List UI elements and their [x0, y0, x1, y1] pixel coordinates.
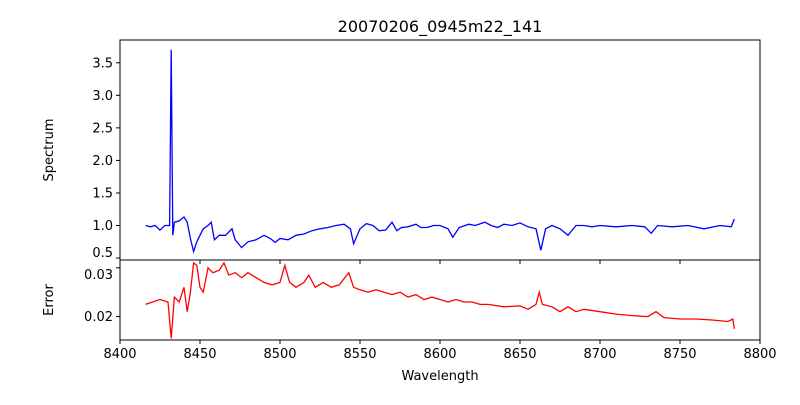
xtick-label: 8600	[423, 347, 456, 362]
top-ytick-label: 2.5	[92, 121, 113, 136]
xtick-label: 8500	[263, 347, 296, 362]
xtick-label: 8650	[503, 347, 536, 362]
xtick-label: 8750	[663, 347, 696, 362]
top-axes-frame	[119, 39, 761, 261]
top-ylabel: Spectrum	[42, 119, 57, 182]
top-ytick-label: 3.5	[92, 56, 113, 71]
bottom-ylabel: Error	[42, 284, 57, 316]
xtick-label: 8700	[583, 347, 616, 362]
xtick-label: 8450	[183, 347, 216, 362]
bottom-axes-frame	[119, 259, 761, 341]
chart-title: 20070206_0945m22_141	[338, 17, 543, 37]
xlabel: Wavelength	[401, 369, 478, 384]
xtick-label: 8800	[743, 347, 776, 362]
bottom-series-line	[145, 261, 736, 339]
top-ytick-label: 2.0	[92, 154, 113, 169]
top-ytick-label: 1.5	[92, 186, 113, 201]
xtick-label: 8400	[103, 347, 136, 362]
top-ytick-label: 1.0	[92, 219, 113, 234]
top-series-line	[145, 49, 736, 254]
top-ytick-label: 0.5	[92, 246, 113, 261]
bottom-ytick-label: 0.03	[84, 268, 113, 283]
top-ytick-label: 3.0	[92, 89, 113, 104]
bottom-ytick-label: 0.02	[84, 310, 113, 325]
xtick-label: 8550	[343, 347, 376, 362]
